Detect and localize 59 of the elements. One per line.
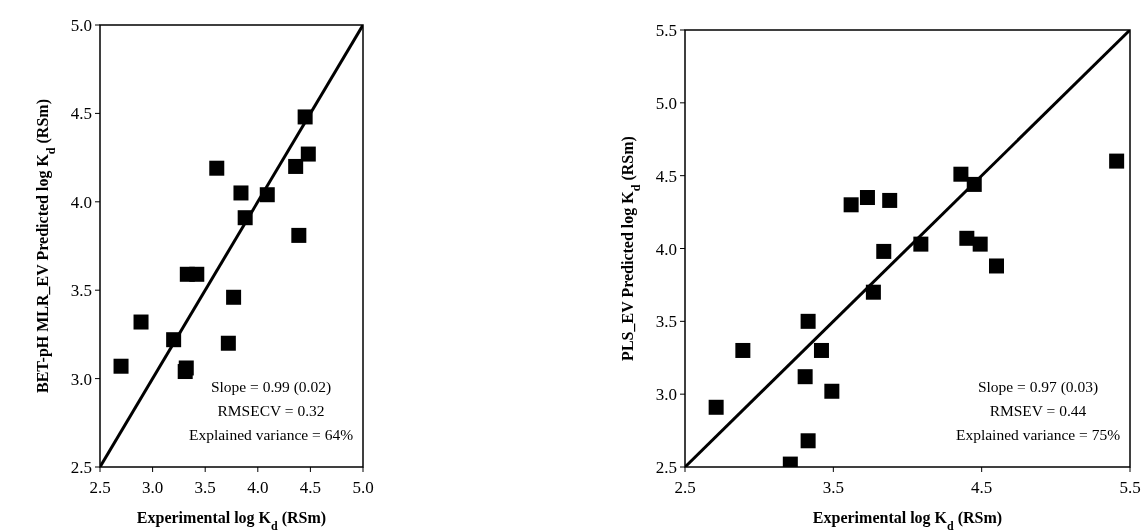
y-tick-label: 2.5 [70,458,92,477]
point [865,284,881,300]
y-tick-label: 5.0 [70,16,92,35]
point [133,314,149,330]
x-tick-label: 4.0 [247,478,269,497]
point [882,192,898,208]
point [708,399,724,415]
y-tick-label: 3.5 [655,312,677,332]
x-tick-label: 3.5 [822,478,844,497]
y-tick-label: 4.0 [70,192,92,212]
point [859,190,875,206]
point [989,258,1004,274]
point [824,383,840,399]
y-tick-label: 2.5 [655,458,677,477]
x-tick-label: 5.0 [352,478,374,497]
x-axis-title: Experimental log K$_{d}$ (RSm) [812,509,1003,532]
point [972,236,988,252]
y-tick-label: 4.5 [655,166,677,186]
point [953,166,969,182]
point [876,243,892,259]
x-tick-label: 4.5 [971,478,993,497]
y-tick-label: 4.5 [70,104,92,124]
annotation: Slope = 0.97 (0.03) [977,378,1099,396]
annotation: Slope = 0.99 (0.02) [210,378,332,396]
point [813,342,829,358]
x-tick-label: 4.5 [299,478,322,497]
x-tick-label: 3.0 [141,478,164,497]
point [797,369,813,385]
x-tick-label: 2.5 [674,478,696,497]
annotation: Explained variance = 64% [188,426,354,443]
y-tick-label: 5.5 [655,21,677,40]
y-tick-label: 4.0 [655,239,677,259]
annotation: RMSEV = 0.44 [989,402,1087,419]
point [800,433,816,449]
point [735,342,751,358]
y-tick-label: 3.0 [655,385,677,405]
point [209,160,225,176]
point [843,197,859,213]
annotation: RMSECV = 0.32 [217,402,325,419]
point [959,230,975,246]
point [113,358,129,374]
y-tick-label: 3.5 [70,281,92,301]
point [178,360,194,376]
point [291,227,307,243]
point [288,158,304,174]
point [226,289,242,305]
annotation: Explained variance = 75% [955,426,1121,443]
point [189,266,205,282]
point [800,313,816,329]
y-tick-label: 5.0 [655,93,677,113]
x-tick-label: 5.5 [1119,478,1141,497]
x-tick-label: 2.5 [89,478,111,497]
y-tick-label: 3.0 [70,369,92,389]
point [220,335,236,351]
x-tick-label: 3.5 [194,478,216,497]
point [300,146,316,162]
point [233,185,249,201]
x-axis-title: Experimental log K$_{d}$ (RSm) [136,509,327,532]
point [1109,153,1125,169]
